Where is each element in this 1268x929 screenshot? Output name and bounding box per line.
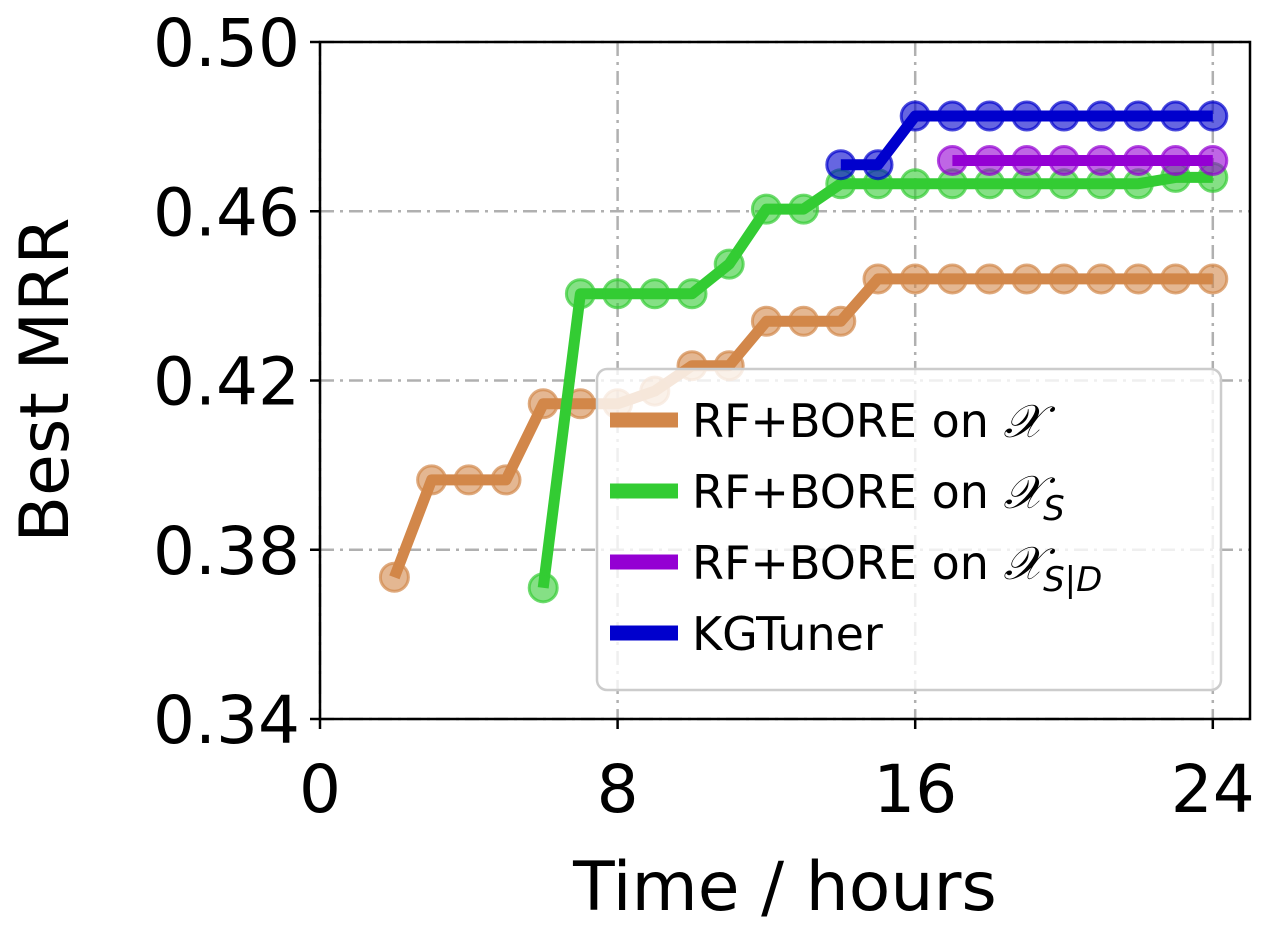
data-point: [1085, 144, 1117, 176]
data-point: [788, 305, 820, 337]
data-point: [936, 263, 968, 295]
series-1: [378, 263, 1229, 593]
x-tick-label: 8: [597, 751, 639, 828]
y-tick-label: 0.42: [153, 344, 300, 421]
y-tick-label: 0.46: [153, 174, 300, 251]
data-point: [899, 263, 931, 295]
series-2: [527, 161, 1229, 604]
data-point: [1048, 263, 1080, 295]
data-point: [378, 561, 410, 593]
series-4: [825, 100, 1229, 181]
data-point: [602, 278, 634, 310]
data-point: [825, 149, 857, 181]
data-point: [936, 144, 968, 176]
y-tick-label: 0.50: [153, 5, 300, 82]
y-tick-label: 0.38: [153, 513, 300, 590]
data-point: [1160, 144, 1192, 176]
axis-ticks: 0 8 16 24 0.34 0.38 0.42 0.46 0.50: [153, 5, 1255, 828]
data-point: [639, 278, 671, 310]
data-point: [1197, 263, 1229, 295]
data-point: [1197, 100, 1229, 132]
legend-box: [595, 367, 1223, 692]
data-point: [1122, 263, 1154, 295]
data-point: [1085, 263, 1117, 295]
data-point: [564, 278, 596, 310]
data-point: [1122, 144, 1154, 176]
data-point: [899, 168, 931, 200]
data-point: [788, 193, 820, 225]
data-point: [1197, 144, 1229, 176]
legend: RF+BORE on 𝒳 RF+BORE on 𝒳S RF+BORE on 𝒳S|D…: [595, 367, 1223, 692]
data-point: [1048, 100, 1080, 132]
data-point: [713, 248, 745, 280]
y-tick-label: 0.34: [153, 682, 300, 759]
data-point: [750, 305, 782, 337]
data-point: [453, 464, 485, 496]
data-point: [1011, 263, 1043, 295]
data-point: [936, 100, 968, 132]
data-point: [527, 572, 559, 604]
x-tick-label: 16: [873, 751, 957, 828]
data-point: [974, 263, 1006, 295]
legend-label: RF+BORE on 𝒳S|D: [692, 536, 1102, 600]
data-point: [974, 144, 1006, 176]
x-tick-label: 24: [1171, 751, 1255, 828]
data-point: [416, 464, 448, 496]
x-axis-title: Time / hours: [572, 848, 997, 927]
data-point: [825, 305, 857, 337]
data-point: [1048, 144, 1080, 176]
data-point: [1122, 100, 1154, 132]
data-point: [490, 464, 522, 496]
data-point: [862, 149, 894, 181]
data-point: [1160, 263, 1192, 295]
series-3: [936, 144, 1229, 176]
data-point: [1160, 100, 1192, 132]
legend-label: KGTuner: [692, 607, 883, 661]
data-point: [676, 278, 708, 310]
legend-label: RF+BORE on 𝒳: [692, 394, 1056, 448]
x-tick-label: 0: [299, 751, 341, 828]
data-point: [750, 193, 782, 225]
data-point: [1085, 100, 1117, 132]
data-point: [1011, 100, 1043, 132]
data-point: [974, 100, 1006, 132]
y-axis-title: Best MRR: [6, 217, 85, 542]
data-point: [527, 388, 559, 420]
data-point: [899, 100, 931, 132]
legend-label: RF+BORE on 𝒳S: [692, 465, 1065, 529]
data-point: [1011, 144, 1043, 176]
plot-series: [378, 100, 1229, 604]
data-point: [862, 263, 894, 295]
